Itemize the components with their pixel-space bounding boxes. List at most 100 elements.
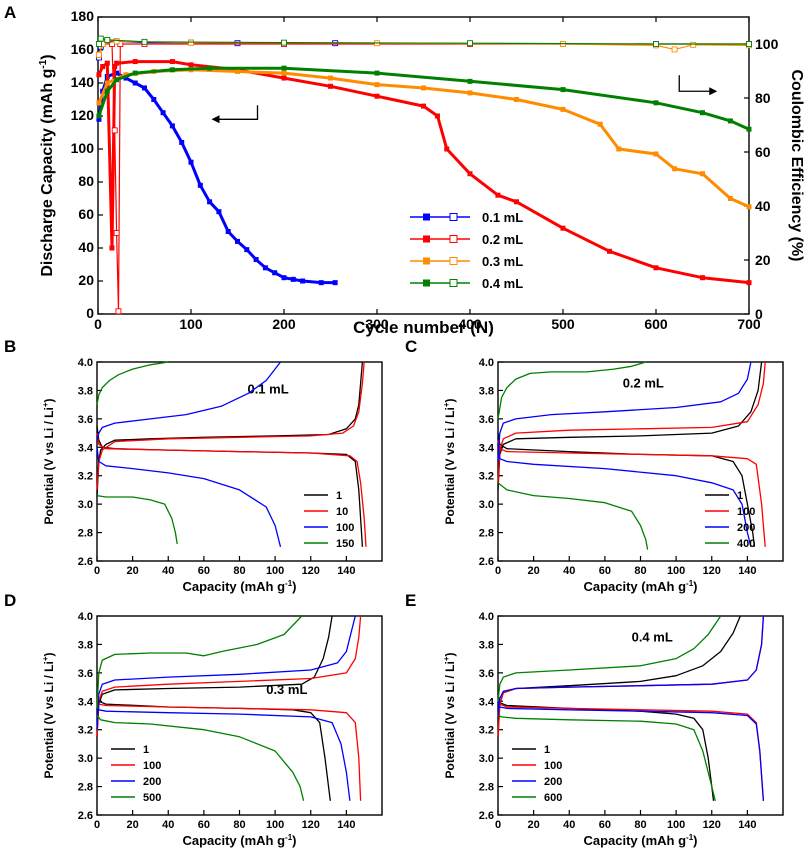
legend-marker-filled — [423, 279, 430, 287]
legend-marker-open — [449, 235, 458, 243]
capacity-point — [495, 192, 501, 198]
x-tick-label: 60 — [198, 819, 210, 831]
discharge-curve-200 — [497, 701, 765, 801]
capacity-point — [114, 70, 120, 76]
y-axis-label-superscript: -1 — [38, 59, 49, 68]
x-tick-label: 200 — [272, 316, 296, 332]
capacity-point — [112, 64, 118, 69]
x-tick-label: 40 — [563, 819, 575, 831]
panel-annotation: 0.4 mL — [632, 630, 673, 645]
capacity-point — [332, 280, 338, 286]
y2-tick-label: 80 — [755, 90, 771, 106]
x-axis-label: Capacity (mAh g-1) — [182, 579, 296, 594]
y-axis-label-close: ) — [443, 652, 457, 656]
legend-label: 1 — [737, 490, 743, 502]
capacity-point — [253, 257, 259, 263]
x-axis-label-close: ) — [292, 579, 296, 594]
capacity-point — [96, 113, 102, 119]
x-tick-label: 80 — [233, 819, 245, 831]
y-tick-label: 3.8 — [78, 639, 93, 651]
discharge-curve-1 — [497, 432, 756, 547]
capacity-point — [272, 270, 278, 276]
capacity-point — [607, 248, 612, 254]
y-tick-label: 3.6 — [78, 668, 93, 680]
panel-letter-A: A — [4, 3, 16, 22]
left-arrow-head — [211, 115, 220, 124]
capacity-point — [653, 151, 659, 157]
legend-label: 1 — [336, 490, 342, 502]
y-axis-label-superscript: + — [442, 402, 451, 407]
y-axis-label: Potential (V vs Li / Li+) — [442, 398, 457, 524]
discharge-curve-200 — [497, 447, 752, 547]
x-tick-label: 140 — [337, 565, 355, 577]
y2-tick-label: 20 — [755, 252, 771, 268]
legend-label: 10 — [336, 506, 348, 518]
y-tick-label: 3.0 — [78, 499, 93, 511]
y-axis-label: Potential (V vs Li / Li+) — [41, 398, 56, 524]
capacity-point — [560, 87, 566, 93]
capacity-point — [700, 171, 705, 177]
capacity-point — [235, 68, 240, 74]
capacity-point — [123, 72, 129, 78]
panel-A: A0 100 200 300 400 500 600 70002040608010012014… — [4, 3, 805, 337]
legend-label: 400 — [737, 538, 755, 550]
capacity-point — [132, 70, 138, 76]
y2-tick-label: 40 — [755, 198, 771, 214]
capacity-point — [700, 275, 705, 281]
capacity-point — [188, 159, 194, 165]
x-tick-label: 700 — [737, 316, 761, 332]
capacity-point — [179, 139, 185, 145]
legend-label: 200 — [143, 776, 161, 788]
capacity-line-0.4 mL — [97, 66, 750, 131]
x-axis-label-superscript: -1 — [686, 579, 694, 588]
y-tick-label: 60 — [78, 206, 94, 222]
y-axis-label: Potential (V vs Li / Li+) — [41, 652, 56, 778]
x-tick-label: 0 — [495, 819, 501, 831]
efficiency-point — [467, 40, 473, 47]
y-axis-label-superscript: + — [41, 402, 50, 407]
legend-label: 150 — [336, 538, 354, 550]
capacity-point — [235, 238, 240, 244]
discharge-curve-500 — [96, 715, 305, 801]
y-tick-label: 2.8 — [78, 528, 93, 540]
efficiency-point — [111, 127, 118, 134]
x-tick-label: 60 — [599, 565, 611, 577]
y-tick-label: 20 — [78, 272, 94, 288]
capacity-point — [169, 67, 175, 73]
y-tick-label: 4.0 — [78, 357, 93, 369]
x-tick-label: 120 — [703, 565, 721, 577]
y-tick-label: 3.2 — [78, 725, 93, 737]
right-arrow-head — [709, 87, 718, 96]
capacity-point — [328, 75, 333, 81]
capacity-point — [188, 62, 194, 68]
capacity-point — [653, 100, 659, 106]
legend-label: 100 — [544, 760, 562, 772]
capacity-line-0.1 mL — [97, 71, 336, 285]
capacity-point — [467, 78, 473, 84]
y-tick-label: 120 — [71, 107, 95, 123]
capacity-point — [281, 70, 287, 76]
y-tick-label: 4.0 — [78, 611, 93, 623]
y2-axis-label: Coulombic Efficiency (%) — [788, 69, 805, 261]
capacity-point — [104, 88, 110, 94]
discharge-curve-100 — [497, 440, 766, 547]
x-axis-label-close: ) — [693, 579, 697, 594]
capacity-point — [727, 196, 733, 201]
panel-C: C 0 20 40 60 80 100 120 140 2.6 2.8 3.0 3.2 3.4 3.6 3.8… — [405, 337, 784, 594]
x-tick-label: 40 — [162, 819, 174, 831]
efficiency-point — [115, 308, 122, 315]
x-tick-label: 400 — [458, 316, 482, 332]
capacity-point — [467, 171, 473, 177]
legend-label: 100 — [737, 506, 755, 518]
discharge-curve-100 — [96, 698, 362, 801]
panel-letter-C: C — [405, 337, 417, 356]
legend-label: 0.3 mL — [482, 254, 523, 269]
capacity-point — [207, 199, 213, 205]
y-tick-label: 3.2 — [78, 471, 93, 483]
y-tick-label: 3.2 — [479, 725, 494, 737]
x-axis-label: Capacity (mAh g-1) — [182, 833, 296, 848]
legend-label: 1 — [143, 744, 149, 756]
capacity-point — [434, 113, 440, 119]
y-tick-label: 3.0 — [78, 753, 93, 765]
